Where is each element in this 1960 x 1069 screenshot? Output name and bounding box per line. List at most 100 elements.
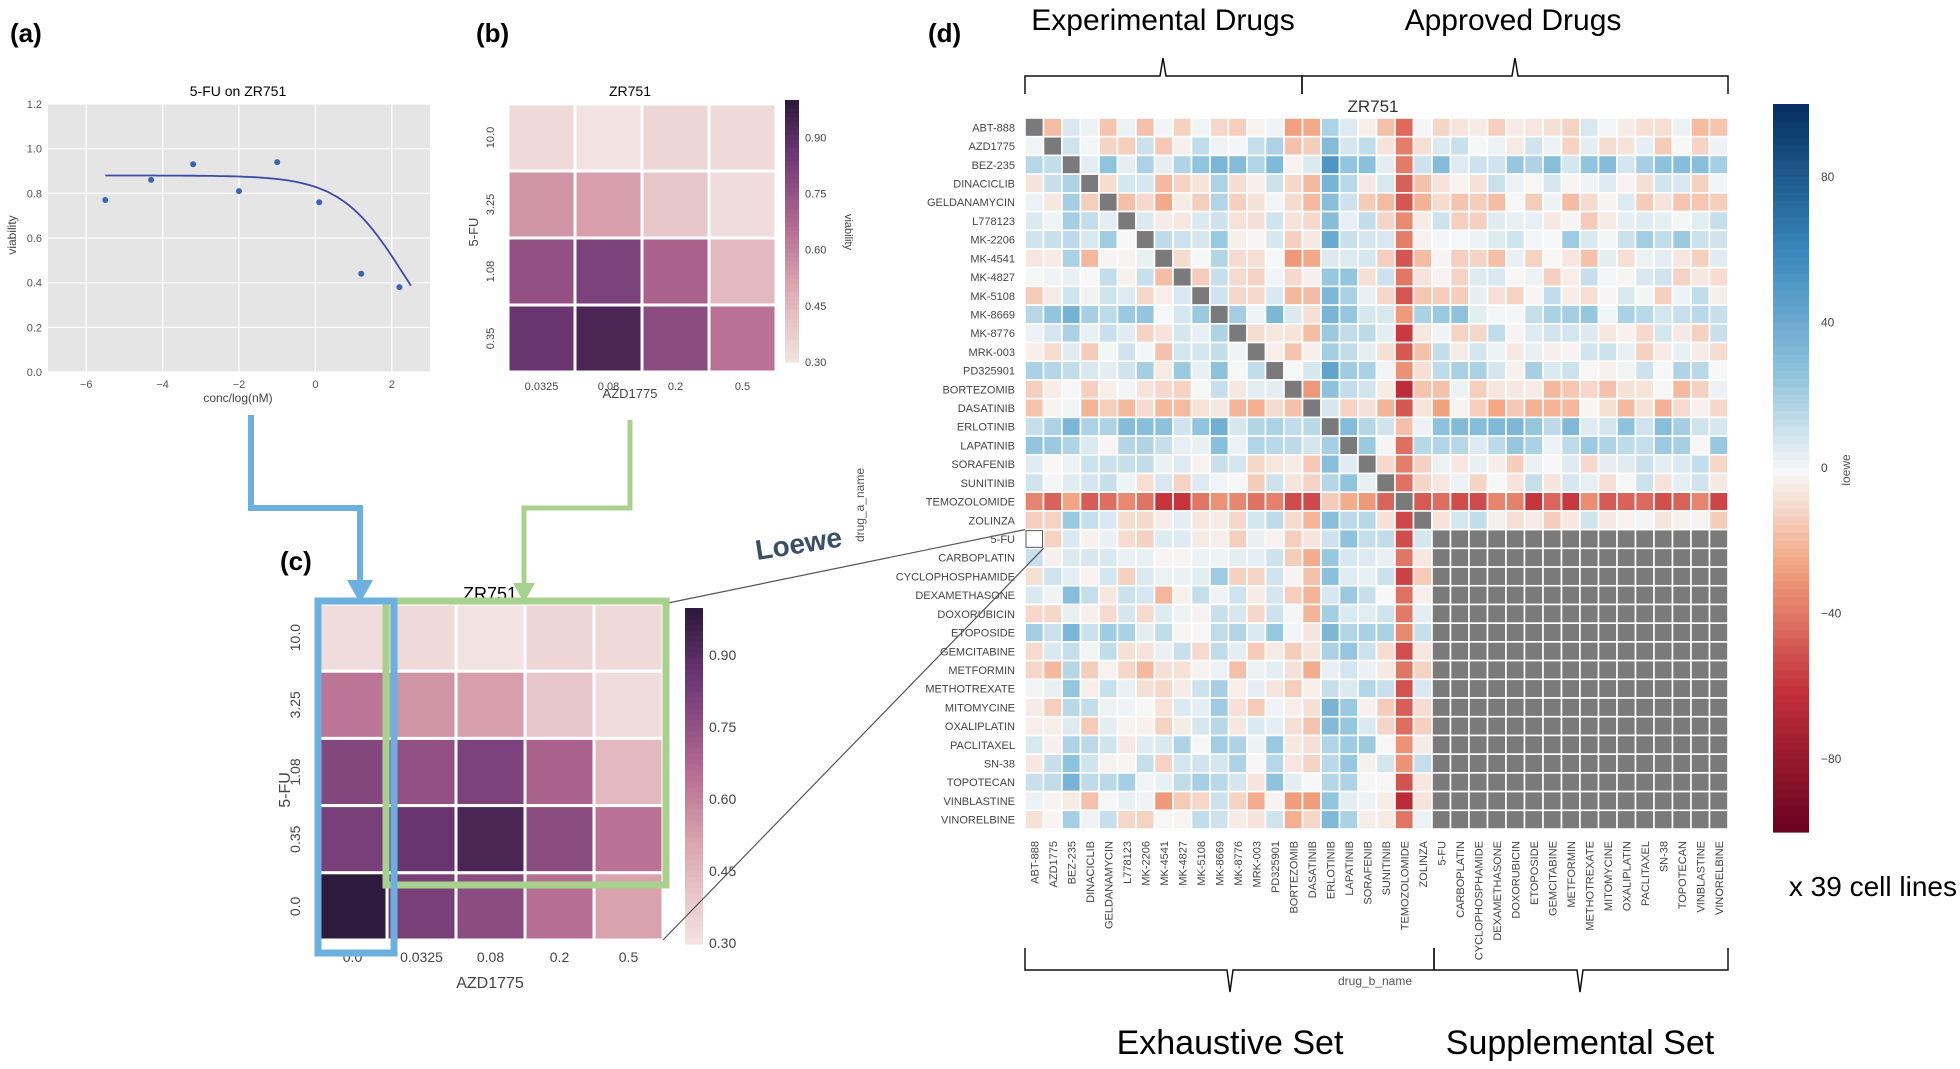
- loewe-cell: [1505, 641, 1526, 662]
- loewe-cell: [1172, 285, 1193, 306]
- loewe-cell: [1227, 117, 1248, 138]
- loewe-cell: [1486, 472, 1507, 494]
- loewe-cell: [1616, 790, 1637, 812]
- loewe-cell: [1431, 192, 1452, 213]
- loewe-row-label: 5-FU: [991, 534, 1016, 546]
- panel-a-ylabel: viability: [5, 215, 19, 254]
- loewe-cell: [1338, 341, 1359, 363]
- loewe-cell: [1024, 117, 1045, 138]
- loewe-cell: [1172, 790, 1193, 812]
- loewe-cell: [1634, 229, 1655, 250]
- loewe-cell: [1486, 697, 1507, 718]
- loewe-cell: [1375, 641, 1396, 662]
- loewe-cell: [1061, 697, 1082, 718]
- loewe-cell: [1597, 659, 1618, 681]
- panelB-colorbar-segment: [785, 217, 799, 223]
- loewe-cell: [1412, 547, 1433, 568]
- loewe-colorbar-segment: [1773, 273, 1809, 283]
- loewe-cell: [1560, 566, 1581, 587]
- panelC-colorbar-segment: [685, 697, 703, 704]
- loewe-cell: [1116, 472, 1137, 494]
- loewe-cell: [1505, 248, 1526, 269]
- loewe-cell: [1690, 528, 1711, 550]
- panelB-xtick-label: 0.5: [735, 381, 750, 393]
- loewe-cell: [1616, 379, 1637, 400]
- loewe-cell: [1486, 210, 1507, 232]
- panel-a-ytick-label: 0.6: [27, 233, 42, 245]
- loewe-cell: [1690, 117, 1711, 138]
- loewe-cell: [1579, 772, 1600, 793]
- panelB-xtick-label: 0.0325: [525, 381, 559, 393]
- loewe-cell: [1024, 753, 1045, 774]
- loewe-colorbar-segment: [1773, 411, 1809, 421]
- loewe-colorbar-segment: [1773, 694, 1809, 704]
- loewe-cell: [1486, 790, 1507, 812]
- approved-drugs-label: Approved Drugs: [1405, 4, 1622, 37]
- panelB-colorbar-segment: [785, 252, 799, 258]
- loewe-cell: [1301, 266, 1322, 288]
- loewe-cell: [1449, 135, 1470, 157]
- loewe-cell: [1357, 772, 1378, 793]
- loewe-colorbar-segment: [1773, 136, 1809, 146]
- loewe-cell: [1431, 435, 1452, 456]
- loewe-cell: [1468, 135, 1489, 157]
- loewe-cell: [1412, 435, 1433, 456]
- loewe-colorbar-segment: [1773, 645, 1809, 655]
- loewe-cell: [1246, 192, 1267, 213]
- loewe-cell: [1079, 229, 1100, 250]
- loewe-colorbar-segment: [1773, 120, 1809, 129]
- loewe-cell: [1116, 379, 1137, 400]
- loewe-cell: [1579, 472, 1600, 494]
- loewe-cell: [1597, 809, 1618, 830]
- loewe-col-label: CYCLOPHOSPHAMIDE: [1473, 841, 1485, 960]
- loewe-cell: [1135, 435, 1156, 456]
- loewe-cell: [1357, 248, 1378, 269]
- loewe-cell: [1061, 397, 1082, 419]
- loewe-colorbar-segment: [1773, 112, 1809, 121]
- loewe-cell: [1301, 210, 1322, 232]
- panelB-cell: [640, 169, 711, 240]
- loewe-cell: [1542, 229, 1563, 250]
- loewe-cell: [1579, 510, 1600, 531]
- loewe-cell: [1264, 154, 1285, 175]
- loewe-colorbar-segment: [1773, 104, 1809, 113]
- loewe-cell: [1283, 472, 1304, 494]
- loewe-cell: [1560, 678, 1581, 699]
- loewe-cell: [1523, 304, 1544, 325]
- panel-a-data-point: [190, 161, 197, 168]
- loewe-cell: [1172, 472, 1193, 494]
- loewe-cell: [1135, 659, 1156, 681]
- loewe-cell: [1616, 304, 1637, 325]
- loewe-cell: [1690, 379, 1711, 400]
- loewe-cell: [1690, 547, 1711, 568]
- loewe-cell: [1653, 510, 1674, 531]
- loewe-cell: [1301, 584, 1322, 606]
- loewe-cell: [1671, 173, 1692, 194]
- loewe-cell: [1301, 229, 1322, 250]
- panel-d-xlabel: drug_b_name: [1338, 974, 1412, 988]
- loewe-cell: [1301, 285, 1322, 306]
- panelB-colorbar-segment: [785, 209, 799, 215]
- loewe-cell: [1375, 734, 1396, 755]
- loewe-cell: [1227, 641, 1248, 662]
- loewe-cell: [1375, 435, 1396, 456]
- loewe-cell: [1634, 715, 1655, 737]
- loewe-colorbar-tick-label: 80: [1821, 170, 1835, 184]
- loewe-cell: [1153, 753, 1174, 774]
- loewe-cell: [1098, 659, 1119, 681]
- loewe-col-label: DOXORUBICIN: [1510, 841, 1522, 919]
- loewe-cell: [1153, 584, 1174, 606]
- loewe-cell: [1708, 790, 1729, 812]
- loewe-cell: [1616, 416, 1637, 437]
- loewe-cell: [1579, 285, 1600, 306]
- loewe-cell: [1505, 379, 1526, 400]
- loewe-cell: [1116, 603, 1137, 624]
- panelB-cell: [640, 303, 711, 374]
- loewe-cell: [1375, 304, 1396, 325]
- loewe-cell: [1431, 622, 1452, 643]
- panelB-colorbar-segment: [785, 279, 799, 284]
- loewe-cell: [1172, 435, 1193, 456]
- loewe-cell: [1412, 173, 1433, 194]
- panelB-cell: [506, 236, 577, 307]
- loewe-cell: [1634, 360, 1655, 381]
